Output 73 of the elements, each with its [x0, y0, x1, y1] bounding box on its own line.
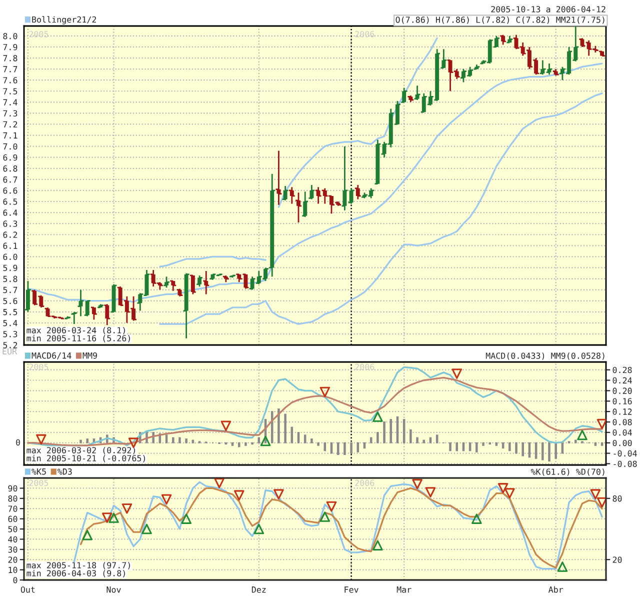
- y2-tick-label: 0.12: [612, 408, 632, 415]
- chart-subtitle: 2005-10-13 a 2006-04-12: [491, 6, 606, 12]
- legend-label: MM9: [82, 352, 97, 359]
- y-tick-label: 90: [8, 485, 18, 492]
- y-tick-label: 6.1: [3, 242, 18, 249]
- y-tick-label: 7.9: [3, 44, 18, 50]
- x-tick-label: Nov: [106, 586, 121, 593]
- y-tick-label: 6.5: [3, 198, 18, 205]
- y2-tick-label: 0.16: [612, 398, 632, 404]
- y-tick-label: 7.6: [3, 77, 18, 84]
- y2-tick-label: 0.24: [612, 377, 632, 384]
- y-tick-label: 6.2: [3, 232, 18, 238]
- y2-tick-label: -0.08: [614, 460, 637, 468]
- y2-tick-label: -0.04: [614, 450, 637, 457]
- text: MACD(0.0433) MM9(0.0528): [486, 352, 604, 360]
- y-tick-label: 7.3: [3, 110, 18, 117]
- legend-label: %D3: [58, 468, 72, 475]
- annotation: min 2006-04-03 (9.8): [26, 570, 125, 578]
- y2-tick-label: 0.20: [612, 388, 632, 394]
- annotation: min 2005-10-21 (-0.0765): [26, 454, 146, 462]
- y2-tick-label: 0.00: [612, 440, 632, 446]
- y-tick-label: 30: [8, 546, 18, 553]
- y-tick-label: 5.4: [3, 320, 18, 326]
- y2-tick-label: 80: [612, 495, 622, 502]
- text: O(7.86) H(7.86) L(7.82) C(7.82) MM21(7.75): [396, 16, 604, 24]
- y2-tick-label: 0.04: [612, 429, 632, 436]
- y-tick-label: 80: [8, 495, 18, 502]
- x-tick-label: Out: [20, 586, 35, 593]
- y-tick-label: 7.8: [3, 55, 18, 62]
- y-tick-label: 6.0: [3, 254, 18, 260]
- y-tick-label: 60: [8, 516, 18, 522]
- y-tick-label: 6.6: [3, 187, 18, 194]
- legend-label: Bollinger21/2: [32, 16, 96, 24]
- y-tick-label: 50: [8, 526, 18, 532]
- text: %K(61.6) %D(70): [530, 468, 604, 476]
- y-tick-label: 7.4: [3, 99, 18, 106]
- y-tick-label: 6.4: [3, 210, 18, 216]
- y-tick-label: 6.8: [3, 165, 18, 172]
- x-tick-label: Dez: [252, 586, 266, 593]
- y-tick-label: 5.9: [3, 264, 18, 272]
- y-tick-label: 6.9: [3, 154, 18, 161]
- annotation: max 2006-03-24 (8.1): [26, 326, 125, 334]
- legend-label: %K5: [32, 468, 46, 475]
- x-tick-label: Mar: [396, 586, 412, 593]
- y-tick-label: 5.3: [3, 330, 18, 338]
- y-tick-label: 7.0: [3, 143, 18, 150]
- y-tick-label: 6.3: [3, 220, 18, 227]
- y-tick-label: 5.8: [3, 276, 18, 282]
- x-tick-label: Fev: [344, 586, 358, 593]
- y-tick-label: 5.6: [3, 298, 18, 304]
- y-tick-label: 6.7: [3, 176, 18, 183]
- annotation: min 2005-11-16 (5.26): [26, 334, 130, 342]
- y-tick-label: 5.7: [3, 286, 18, 294]
- y-tick-label: 40: [8, 536, 18, 543]
- y-tick-label: 20: [8, 556, 18, 563]
- y-tick-label: 7.5: [3, 88, 18, 94]
- y-tick-label: 7.1: [3, 132, 18, 138]
- x-tick-label: Abr: [548, 586, 564, 593]
- annotation: max 2006-03-02 (0.292): [26, 446, 135, 454]
- legend-label: MACD6/14: [32, 352, 72, 360]
- y-tick-label: 5.2: [3, 342, 18, 348]
- y-tick-label: 0: [13, 577, 18, 584]
- y2-tick-label: 0.08: [612, 418, 632, 426]
- y-tick-label: 10: [8, 566, 18, 574]
- y-tick-label: 7.7: [3, 66, 18, 72]
- y-tick-label: 8.0: [3, 32, 18, 40]
- text: EUR: [2, 348, 18, 354]
- annotation: max 2005-11-18 (97.7): [26, 562, 130, 570]
- y-tick-label: 5.5: [3, 309, 18, 316]
- y2-tick-label: 20: [612, 556, 622, 563]
- y2-tick-label: 0.28: [612, 366, 632, 374]
- y-tick-label: 7.2: [3, 121, 18, 128]
- y-tick-label: 70: [8, 506, 18, 512]
